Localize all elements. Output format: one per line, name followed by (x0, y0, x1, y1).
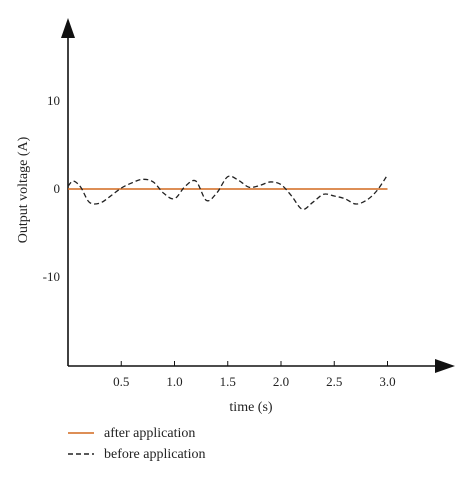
series-before-application-line (67, 174, 389, 210)
y-tick-label: 10 (47, 93, 60, 108)
axes (61, 18, 455, 373)
x-tick-label: 1.0 (166, 374, 182, 389)
legend-label: after application (104, 426, 195, 441)
y-tick-label: -10 (43, 269, 60, 284)
x-tick-label: 0.5 (113, 374, 129, 389)
x-axis-label: time (s) (229, 400, 272, 415)
legend: after application before application (68, 426, 205, 462)
x-tick-label: 3.0 (379, 374, 395, 389)
plot-area (67, 174, 389, 210)
x-axis-arrow (435, 359, 455, 373)
legend-label: before application (104, 447, 205, 462)
axis-labels: 0.5 1.0 1.5 2.0 2.5 3.0 10 0 -10 time (s) Output v… (16, 93, 396, 415)
x-tick-label: 2.5 (326, 374, 342, 389)
y-axis-arrow (61, 18, 75, 38)
y-tick-label: 0 (54, 181, 61, 196)
x-tick-label: 1.5 (220, 374, 236, 389)
y-axis-label: Output voltage (A) (16, 136, 31, 243)
x-tick-label: 2.0 (273, 374, 289, 389)
